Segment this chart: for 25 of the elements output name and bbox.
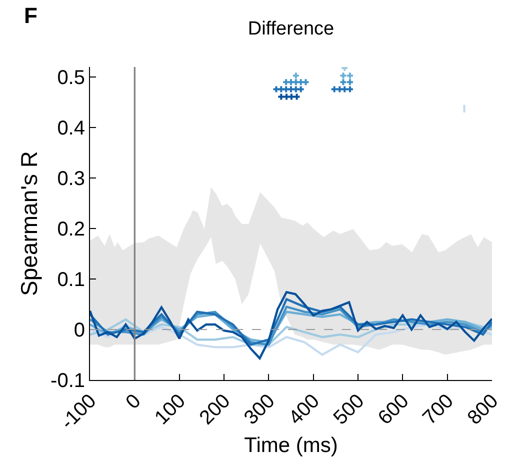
x-tick-label: 800 xyxy=(463,390,503,430)
line-series xyxy=(90,291,492,360)
y-tick-label: 0.5 xyxy=(57,67,85,90)
x-axis-title: Time (ms) xyxy=(244,434,338,458)
x-tick-label: 500 xyxy=(329,390,369,430)
x-tick-label: 300 xyxy=(240,390,280,430)
y-tick-label: 0.4 xyxy=(57,118,85,140)
y-tick-label: 0.3 xyxy=(57,168,85,190)
y-tick-label: 0.2 xyxy=(57,218,85,241)
x-tick-label: 700 xyxy=(418,390,458,430)
chart-title: Difference xyxy=(248,18,334,40)
x-tick-label: 200 xyxy=(195,390,235,430)
x-tick-label: 0 xyxy=(122,390,146,414)
x-tick-label: 100 xyxy=(150,390,190,430)
text: F xyxy=(24,3,38,28)
y-tick-label: 0 xyxy=(74,320,85,342)
line-series xyxy=(90,318,492,346)
x-tick-label: 400 xyxy=(284,390,324,430)
y-tick-label: 0.1 xyxy=(57,269,85,292)
y-axis-title: Spearman's R xyxy=(16,150,42,296)
x-tick-label: 600 xyxy=(374,390,414,430)
y-tick-label: -0.1 xyxy=(50,370,85,392)
line-series xyxy=(90,298,492,346)
x-tick-label: -100 xyxy=(56,390,101,434)
line-series xyxy=(90,323,492,356)
